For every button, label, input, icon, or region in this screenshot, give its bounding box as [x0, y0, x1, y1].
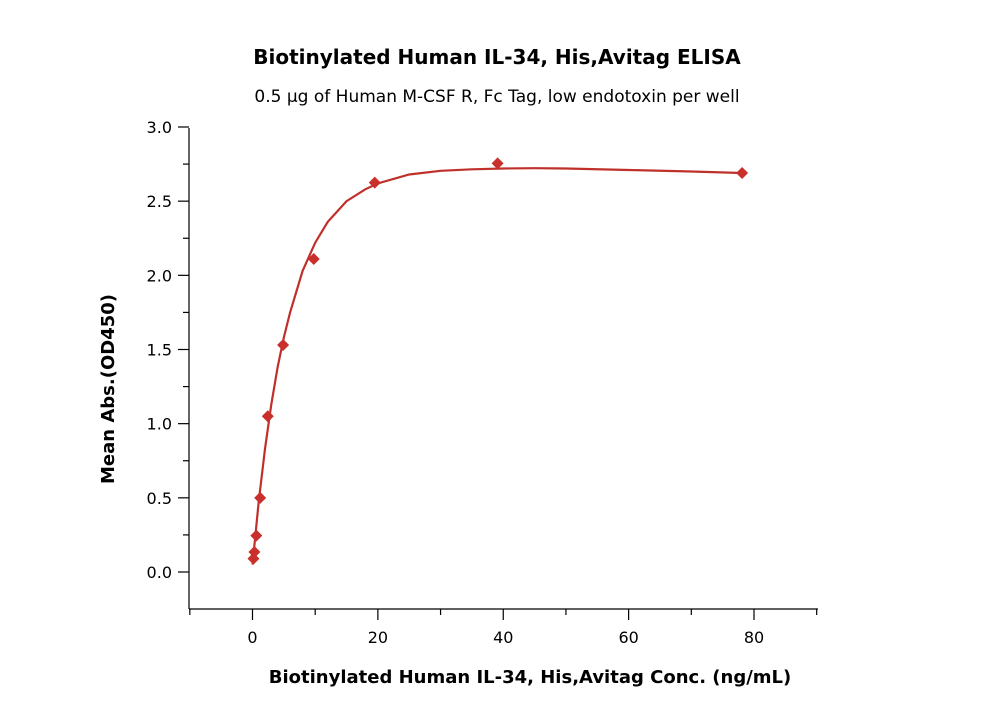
data-points — [247, 157, 749, 565]
chart-title: Biotinylated Human IL-34, His,Avitag ELI… — [253, 45, 741, 69]
y-tick-label: 0.0 — [147, 563, 172, 582]
data-point — [248, 545, 261, 558]
data-point — [250, 529, 263, 542]
y-tick-label: 2.5 — [147, 192, 172, 211]
x-ticks: 0 20 40 60 80 — [189, 609, 818, 647]
x-tick-label: 60 — [618, 628, 638, 647]
data-point — [368, 176, 381, 189]
x-axis-label: Biotinylated Human IL-34, His,Avitag Con… — [269, 667, 792, 688]
x-tick-label: 0 — [247, 628, 257, 647]
data-point — [277, 339, 290, 352]
x-tick-label: 20 — [368, 628, 388, 647]
data-point — [254, 491, 267, 504]
y-tick-label: 3.0 — [147, 118, 172, 137]
y-tick-label: 0.5 — [147, 489, 172, 508]
chart-subtitle: 0.5 μg of Human M-CSF R, Fc Tag, low end… — [254, 87, 739, 107]
axes — [188, 128, 818, 610]
y-tick-label: 1.5 — [147, 341, 172, 360]
y-axis-label: Mean Abs.(OD450) — [98, 294, 119, 484]
data-point — [491, 157, 504, 170]
x-tick-label: 80 — [744, 628, 764, 647]
y-tick-label: 2.0 — [147, 266, 172, 285]
x-tick-label: 40 — [493, 628, 513, 647]
y-tick-label: 1.0 — [147, 415, 172, 434]
data-point — [307, 253, 320, 266]
y-ticks: 0.0 0.5 1.0 1.5 2.0 2.5 3.0 — [147, 118, 189, 582]
data-point — [736, 166, 749, 179]
fit-curve — [251, 167, 742, 565]
data-point — [261, 410, 274, 423]
